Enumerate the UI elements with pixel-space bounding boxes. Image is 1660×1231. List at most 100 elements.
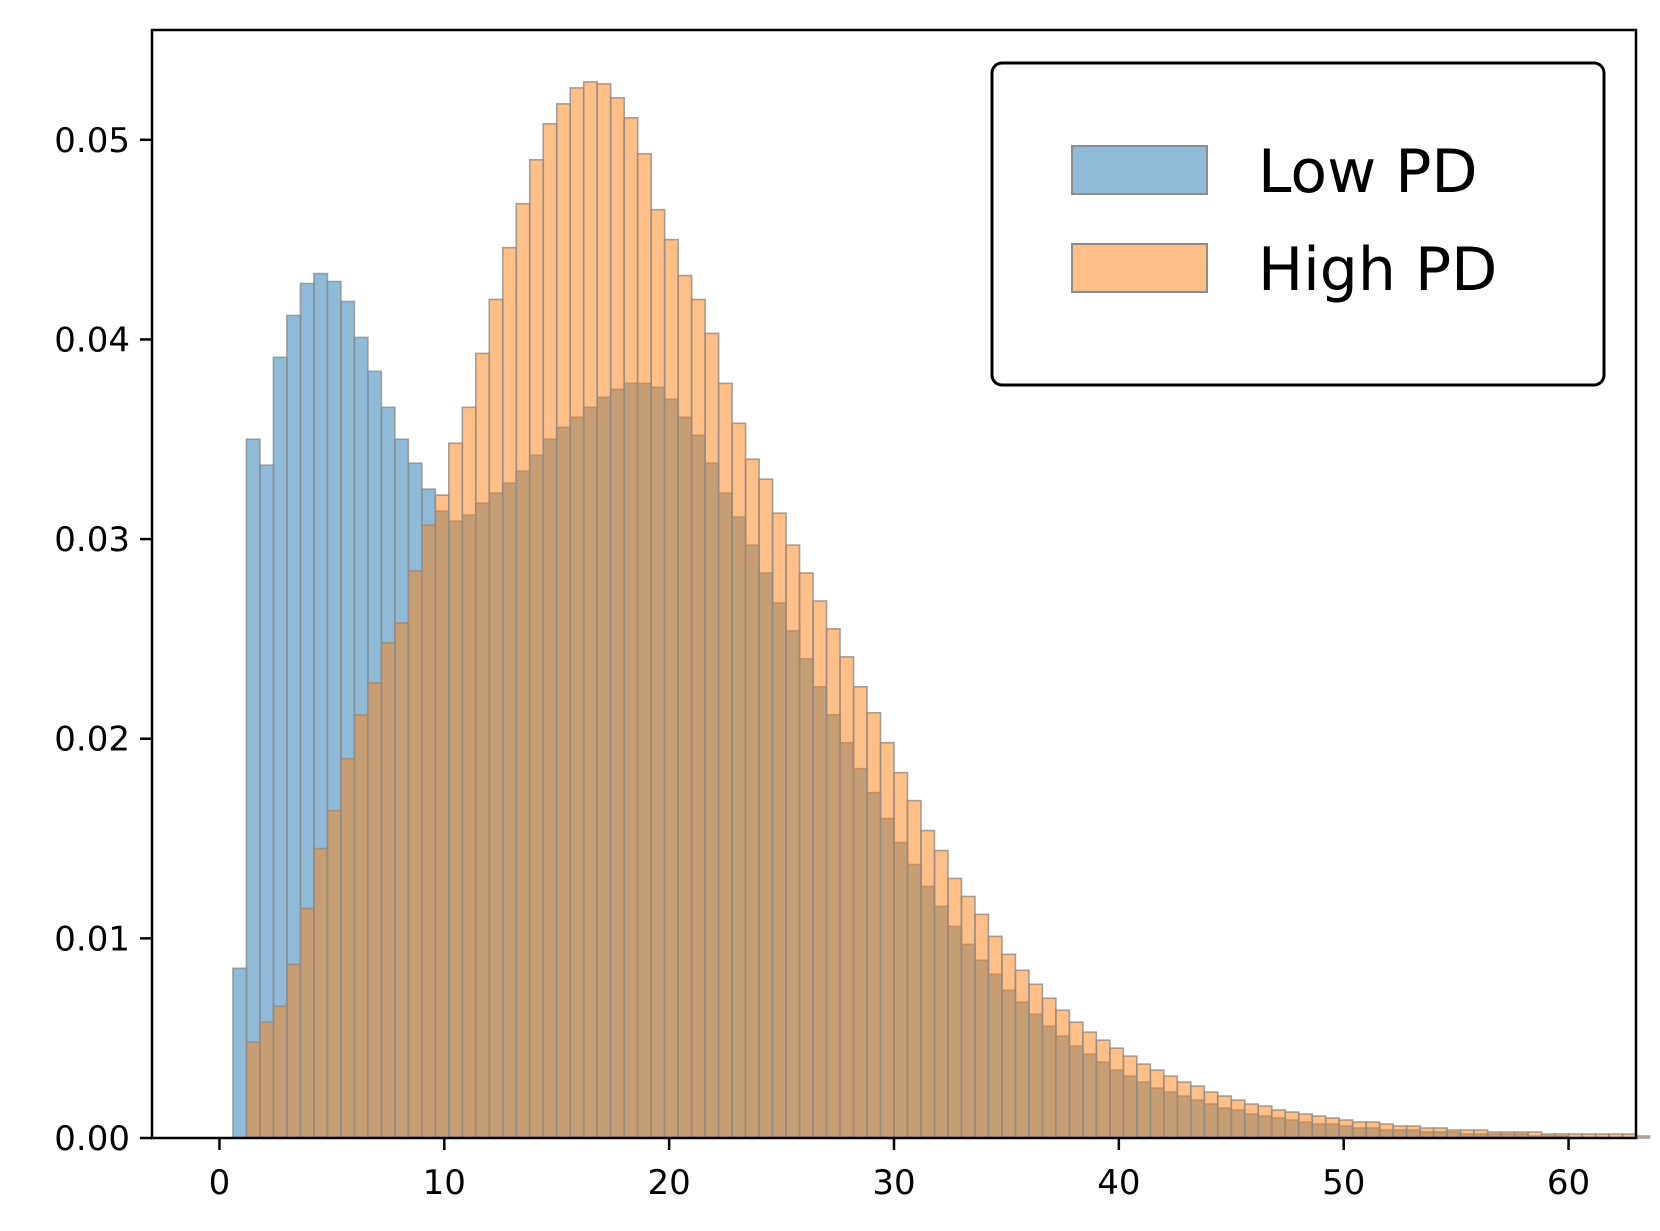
bar xyxy=(528,158,545,1139)
bar xyxy=(596,83,612,1139)
bar xyxy=(245,1041,261,1139)
bar xyxy=(447,442,464,1139)
bar xyxy=(704,332,720,1139)
bar xyxy=(933,849,949,1139)
bar xyxy=(1338,1119,1354,1139)
bar xyxy=(906,799,922,1139)
bar xyxy=(1378,1123,1394,1139)
bar xyxy=(1216,1095,1233,1139)
bar xyxy=(677,274,693,1139)
bar xyxy=(1351,1121,1367,1139)
bar xyxy=(1324,1117,1340,1139)
bar xyxy=(1243,1103,1260,1139)
bar xyxy=(461,406,477,1139)
bar xyxy=(259,1021,275,1139)
bar xyxy=(812,600,828,1139)
series-1 xyxy=(245,81,1651,1139)
bar xyxy=(367,682,383,1139)
bar xyxy=(407,570,423,1139)
bar xyxy=(569,87,585,1139)
bar xyxy=(434,494,450,1139)
bar xyxy=(1109,1047,1125,1139)
x-tick-label: 50 xyxy=(1322,1163,1365,1203)
bar xyxy=(582,81,599,1139)
bar xyxy=(353,713,369,1139)
bar xyxy=(1001,953,1017,1139)
bar xyxy=(636,152,652,1139)
x-tick-label: 10 xyxy=(423,1163,466,1203)
bar xyxy=(1311,1115,1327,1139)
axes-layer: 0 10 20 30 40 50 60 0.00 0.01 0.02 0.03 0.04 0.05 xyxy=(54,28,1638,1203)
bar xyxy=(488,298,504,1139)
bar xyxy=(1365,1121,1381,1139)
legend: Low PD High PD xyxy=(990,61,1606,387)
bar xyxy=(1176,1081,1192,1139)
bar xyxy=(758,478,774,1139)
bar xyxy=(1014,969,1030,1139)
bar xyxy=(501,246,518,1139)
bar xyxy=(879,741,895,1139)
bar xyxy=(623,117,639,1139)
bar xyxy=(313,847,329,1139)
bar xyxy=(1203,1091,1219,1139)
bar xyxy=(798,572,814,1139)
bar xyxy=(1432,1127,1448,1139)
bar xyxy=(340,757,356,1139)
bar xyxy=(974,913,990,1139)
x-tick-label: 20 xyxy=(648,1163,691,1203)
legend-label-high-pd: High PD xyxy=(1258,235,1497,305)
bar xyxy=(1270,1109,1287,1139)
bar xyxy=(380,642,396,1139)
bar xyxy=(474,352,491,1139)
bar xyxy=(1230,1099,1246,1139)
bar xyxy=(893,771,909,1139)
bar xyxy=(987,935,1003,1139)
bar xyxy=(960,895,976,1139)
bar xyxy=(947,877,963,1139)
x-tick-label: 0 xyxy=(209,1163,231,1203)
bar xyxy=(1163,1075,1179,1139)
bar xyxy=(542,123,558,1139)
legend-frame xyxy=(990,61,1606,387)
bar xyxy=(1136,1063,1152,1139)
x-tick-label: 60 xyxy=(1547,1163,1590,1203)
legend-label-low-pd: Low PD xyxy=(1258,137,1478,207)
bar xyxy=(1190,1085,1206,1139)
bar xyxy=(555,103,572,1139)
bar xyxy=(232,967,248,1139)
bar xyxy=(866,711,882,1139)
bar xyxy=(731,422,747,1139)
y-tick-label: 0.01 xyxy=(54,919,130,959)
bar xyxy=(1068,1021,1084,1139)
bar xyxy=(663,238,679,1139)
bar xyxy=(1257,1105,1273,1139)
bar xyxy=(609,97,625,1139)
bar xyxy=(920,829,936,1139)
y-tick-label: 0.00 xyxy=(54,1119,130,1159)
bar xyxy=(421,524,437,1139)
bar xyxy=(1405,1125,1421,1139)
bar xyxy=(326,809,342,1139)
legend-swatch-high-pd xyxy=(1071,243,1208,293)
bar xyxy=(515,202,531,1139)
y-tick-label: 0.03 xyxy=(54,520,130,560)
bar xyxy=(1055,1009,1071,1139)
bar xyxy=(717,382,733,1139)
legend-swatch-low-pd xyxy=(1071,145,1208,195)
x-tick-label: 30 xyxy=(872,1163,915,1203)
bar xyxy=(1028,983,1044,1139)
bar xyxy=(1041,997,1057,1139)
bar xyxy=(299,907,315,1139)
bar xyxy=(771,512,787,1139)
bar xyxy=(1149,1069,1165,1139)
bar xyxy=(272,1005,288,1139)
bar xyxy=(1635,1135,1651,1139)
x-tick-label: 40 xyxy=(1097,1163,1140,1203)
bar xyxy=(852,686,868,1139)
bar xyxy=(825,628,841,1139)
bar xyxy=(1082,1031,1098,1139)
bar xyxy=(690,298,706,1139)
bar xyxy=(394,622,410,1139)
